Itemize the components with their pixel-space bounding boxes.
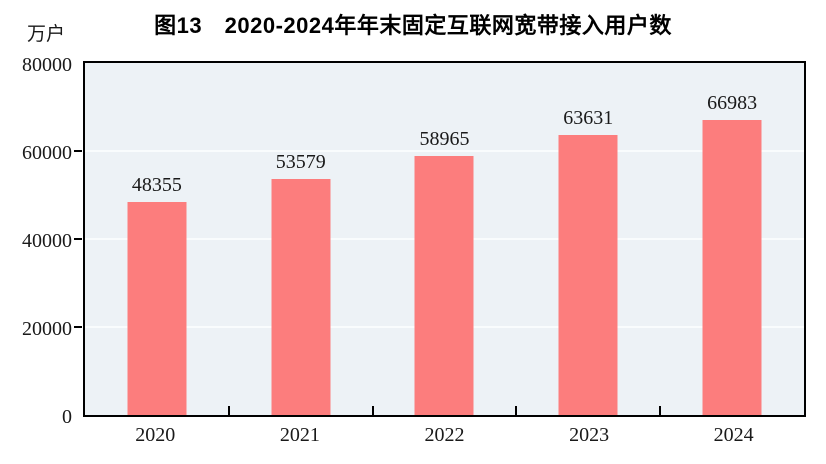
x-tick-label-2020: 2020 <box>135 424 176 446</box>
bar-2020 <box>127 202 187 415</box>
chart-title: 图13 2020-2024年年末固定互联网宽带接入用户数 <box>154 13 672 38</box>
x-axis-labels: 2020 2021 2022 2023 2024 <box>83 424 806 447</box>
bar-2022 <box>414 155 474 415</box>
bar-value-label-2024: 66983 <box>707 92 758 115</box>
y-tick-mark-20000 <box>74 326 82 328</box>
bar-value-label-2023: 63631 <box>563 107 614 130</box>
y-tick-label-20000: 20000 <box>22 318 72 340</box>
x-tick-label-2022: 2022 <box>424 424 465 446</box>
x-boundary-tick-3 <box>515 406 518 415</box>
bar-series: 48355 53579 58965 63631 66983 <box>85 63 804 415</box>
y-tick-label-80000: 80000 <box>22 54 72 76</box>
bar-2024 <box>702 120 762 415</box>
category-cell-2021: 53579 <box>229 63 373 415</box>
bar-2021 <box>271 179 331 415</box>
x-boundary-tick-1 <box>227 406 230 415</box>
category-cell-2023: 63631 <box>516 63 660 415</box>
x-tick-label-2023: 2023 <box>569 424 610 446</box>
y-tick-mark-40000 <box>74 238 82 240</box>
y-tick-mark-60000 <box>74 150 82 152</box>
y-tick-label-0: 0 <box>62 406 72 428</box>
bar-value-label-2021: 53579 <box>275 151 326 174</box>
x-boundary-tick-4 <box>659 406 662 415</box>
y-axis-unit-label: 万户 <box>27 24 66 45</box>
plot-area: 48355 53579 58965 63631 66983 <box>83 61 806 417</box>
category-cell-2020: 48355 <box>85 63 229 415</box>
bar-2023 <box>558 135 618 415</box>
gridline-60000 <box>85 150 804 152</box>
x-tick-label-2021: 2021 <box>279 424 320 446</box>
y-tick-label-40000: 40000 <box>22 230 72 252</box>
y-tick-label-60000: 60000 <box>22 142 72 164</box>
category-cell-2024: 66983 <box>660 63 804 415</box>
category-cell-2022: 58965 <box>373 63 517 415</box>
bar-value-label-2020: 48355 <box>131 174 182 197</box>
x-boundary-tick-2 <box>371 406 374 415</box>
bar-value-label-2022: 58965 <box>419 127 470 150</box>
x-tick-label-2024: 2024 <box>713 424 754 446</box>
